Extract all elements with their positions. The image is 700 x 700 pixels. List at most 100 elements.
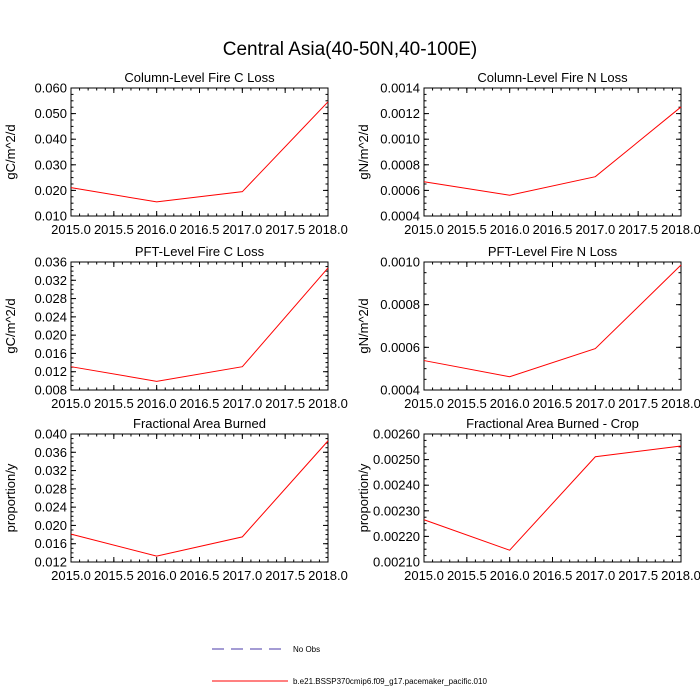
x-tick-label: 2016.0: [137, 396, 177, 411]
x-tick-label: 2016.5: [533, 396, 573, 411]
x-tick-label: 2016.5: [180, 222, 220, 237]
panel-title: Column-Level Fire N Loss: [477, 70, 628, 85]
y-tick-label: 0.036: [34, 445, 67, 460]
y-tick-label: 0.0010: [380, 132, 420, 147]
x-tick-label: 2017.0: [222, 396, 262, 411]
y-axis-label: gN/m^2/d: [356, 298, 371, 353]
x-tick-label: 2018.0: [661, 568, 700, 583]
figure-title: Central Asia(40-50N,40-100E): [223, 39, 478, 60]
y-tick-label: 0.00230: [373, 503, 420, 518]
x-tick-label: 2016.5: [533, 568, 573, 583]
x-tick-label: 2016.0: [490, 396, 530, 411]
y-axis-label: gC/m^2/d: [3, 124, 18, 179]
x-tick-label: 2016.0: [137, 568, 177, 583]
y-tick-label: 0.020: [34, 183, 67, 198]
plot-frame: [423, 433, 682, 563]
x-tick-label: 2017.5: [618, 222, 658, 237]
x-tick-label: 2017.5: [265, 222, 305, 237]
x-tick-label: 2016.0: [137, 222, 177, 237]
x-tick-label: 2017.5: [265, 568, 305, 583]
panel-6: Fractional Area Burned - Crop 2015.0 2015.…: [356, 416, 700, 583]
y-tick-label: 0.032: [34, 463, 67, 478]
x-tick-label: 2018.0: [661, 222, 700, 237]
y-tick-label: 0.00240: [373, 478, 420, 493]
y-tick-label: 0.060: [34, 81, 67, 96]
x-tick-label: 2017.0: [222, 222, 262, 237]
panel-title: PFT-Level Fire N Loss: [488, 244, 618, 259]
y-tick-label: 0.008: [34, 383, 67, 398]
y-tick-label: 0.0008: [380, 157, 420, 172]
x-tick-label: 2015.0: [404, 396, 444, 411]
legend-label: b.e21.BSSP370cmip6.f09_g17.pacemaker_pac…: [293, 677, 487, 686]
y-tick-label: 0.028: [34, 291, 67, 306]
x-tick-label: 2016.5: [533, 222, 573, 237]
y-tick-label: 0.00220: [373, 529, 420, 544]
plot-frame: [423, 261, 682, 391]
y-tick-label: 0.020: [34, 328, 67, 343]
panel-5: Fractional Area Burned 2015.0 2015.5 2016.0…: [3, 416, 348, 583]
y-tick-label: 0.016: [34, 536, 67, 551]
series-line: [423, 264, 682, 378]
x-tick-label: 2016.5: [180, 396, 220, 411]
y-axis-label: gN/m^2/d: [356, 124, 371, 179]
series-line: [423, 445, 682, 551]
x-tick-label: 2015.5: [447, 222, 487, 237]
x-tick-label: 2015.5: [94, 396, 134, 411]
y-axis-label: gC/m^2/d: [3, 298, 18, 353]
x-tick-label: 2016.0: [490, 222, 530, 237]
series-line: [70, 440, 329, 557]
y-tick-label: 0.036: [34, 255, 67, 270]
x-tick-label: 2018.0: [308, 568, 348, 583]
x-tick-label: 2015.0: [51, 396, 91, 411]
y-tick-label: 0.010: [34, 209, 67, 224]
y-tick-label: 0.0008: [380, 297, 420, 312]
series-line: [423, 106, 682, 196]
y-tick-label: 0.050: [34, 106, 67, 121]
x-tick-label: 2017.0: [575, 396, 615, 411]
y-tick-label: 0.012: [34, 364, 67, 379]
y-tick-label: 0.040: [34, 132, 67, 147]
x-tick-label: 2015.5: [94, 222, 134, 237]
y-tick-label: 0.0006: [380, 183, 420, 198]
x-tick-label: 2015.0: [404, 222, 444, 237]
y-tick-label: 0.00260: [373, 427, 420, 442]
plot-frame: [70, 433, 329, 563]
y-tick-label: 0.016: [34, 346, 67, 361]
series-line: [70, 101, 329, 203]
x-tick-label: 2017.0: [222, 568, 262, 583]
x-tick-label: 2017.5: [265, 396, 305, 411]
y-tick-label: 0.00210: [373, 555, 420, 570]
x-tick-label: 2016.0: [490, 568, 530, 583]
y-axis-label: proportion/y: [3, 463, 18, 532]
y-tick-label: 0.040: [34, 427, 67, 442]
y-tick-label: 0.024: [34, 309, 67, 324]
panel-title: PFT-Level Fire C Loss: [135, 244, 265, 259]
x-tick-label: 2015.5: [447, 396, 487, 411]
panel-title: Fractional Area Burned: [133, 416, 266, 431]
x-tick-label: 2015.0: [51, 222, 91, 237]
legend-label: No Obs: [293, 645, 320, 654]
y-tick-label: 0.0004: [380, 209, 420, 224]
plot-frame: [70, 261, 329, 391]
y-tick-label: 0.020: [34, 518, 67, 533]
x-tick-label: 2018.0: [308, 222, 348, 237]
y-tick-label: 0.028: [34, 481, 67, 496]
y-tick-label: 0.0012: [380, 106, 420, 121]
x-tick-label: 2018.0: [308, 396, 348, 411]
x-tick-label: 2015.5: [447, 568, 487, 583]
x-tick-label: 2017.5: [618, 396, 658, 411]
x-tick-label: 2017.5: [618, 568, 658, 583]
legend: No Obs b.e21.BSSP370cmip6.f09_g17.pacemak…: [212, 645, 487, 686]
x-tick-label: 2015.0: [404, 568, 444, 583]
x-tick-label: 2017.0: [575, 568, 615, 583]
x-tick-label: 2016.5: [180, 568, 220, 583]
y-tick-label: 0.0014: [380, 81, 420, 96]
x-tick-label: 2015.5: [94, 568, 134, 583]
y-tick-label: 0.024: [34, 500, 67, 515]
series-line: [70, 267, 329, 382]
x-tick-label: 2017.0: [575, 222, 615, 237]
